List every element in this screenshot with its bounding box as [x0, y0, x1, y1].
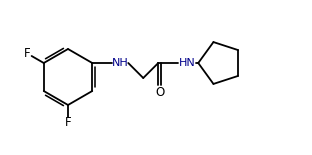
Text: O: O: [155, 86, 164, 98]
Text: F: F: [24, 47, 31, 60]
Text: F: F: [65, 115, 71, 128]
Text: HN: HN: [179, 58, 196, 68]
Text: NH: NH: [112, 58, 129, 68]
